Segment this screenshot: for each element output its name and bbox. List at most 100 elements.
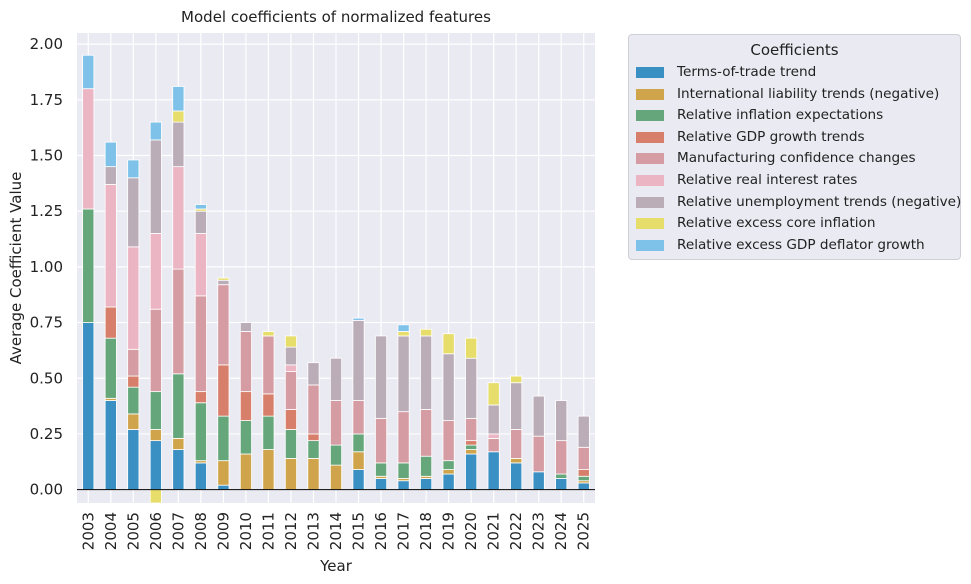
legend-item: Relative excess GDP deflator growth: [629, 236, 960, 258]
x-tick-label: 2012: [282, 512, 300, 550]
bar-segment: [510, 458, 523, 464]
bar-segment: [127, 429, 140, 491]
legend-swatch: [636, 196, 664, 208]
bar-segment: [510, 382, 523, 430]
bar-segment: [217, 484, 230, 491]
bar-segment: [149, 233, 162, 310]
bar-segment: [104, 306, 117, 339]
x-tick-label: 2003: [79, 512, 97, 550]
legend-title: Coefficients: [750, 41, 839, 59]
bar-segment: [127, 348, 140, 377]
bar-segment: [532, 435, 545, 473]
bar-segment: [194, 462, 207, 491]
bar-segment: [465, 444, 478, 450]
bar-segment: [420, 455, 433, 477]
y-tick-label: 1.00: [30, 258, 63, 276]
bar-segment: [104, 337, 117, 399]
bar-segment: [149, 429, 162, 442]
x-tick-label: 2005: [124, 512, 142, 550]
x-tick-label: 2020: [462, 512, 480, 550]
bar-segment: [420, 478, 433, 491]
bar-segment: [284, 429, 297, 459]
x-tick-label: 2018: [417, 512, 435, 550]
x-tick-label: 2015: [350, 512, 368, 550]
bar-segment: [262, 393, 275, 417]
legend: Coefficients Terms-of-trade trend Interna…: [628, 34, 961, 260]
bar-segment: [577, 415, 590, 448]
legend-label: Relative excess core inflation: [677, 215, 876, 232]
bar-segment: [149, 489, 162, 504]
bar-segment: [104, 400, 117, 491]
bar-segment: [465, 357, 478, 419]
bar-segment: [217, 279, 230, 286]
bar-segment: [510, 462, 523, 491]
bar-segment: [442, 469, 455, 475]
bar-segment: [487, 433, 500, 439]
legend-label: Relative GDP growth trends: [677, 128, 865, 145]
bar-segment: [82, 208, 95, 323]
bar-segment: [127, 177, 140, 248]
bar-segment: [352, 319, 365, 401]
x-tick-labels: 2003 2004 2005 2006 2007 2008 2009 2010 2011 2012…: [79, 512, 592, 550]
x-tick-label: 2011: [259, 512, 277, 550]
x-tick-label: 2022: [507, 512, 525, 550]
bar-segment: [284, 335, 297, 348]
x-tick-label: 2007: [169, 512, 187, 550]
bar-segment: [487, 382, 500, 406]
bar-segment: [487, 438, 500, 453]
bar-segment: [239, 322, 252, 332]
bar-segment: [284, 346, 297, 366]
bar-segment: [239, 420, 252, 455]
legend-swatch: [636, 153, 664, 165]
bar-segment: [82, 54, 95, 90]
y-tick-label: 0.00: [30, 481, 63, 499]
bar-segment: [262, 449, 275, 491]
bar-segment: [172, 121, 185, 168]
x-tick-label: 2010: [237, 512, 255, 550]
bar-segment: [239, 331, 252, 393]
bar-segment: [577, 469, 590, 477]
bar-segment: [194, 295, 207, 393]
legend-label: Relative inflation expectations: [677, 107, 884, 124]
bar-segment: [194, 391, 207, 404]
x-tick-label: 2017: [395, 512, 413, 550]
bar-segment: [262, 335, 275, 395]
legend-label: Relative excess GDP deflator growth: [677, 236, 925, 253]
legend-swatch: [636, 88, 664, 100]
y-tick-labels: 0.00 0.25 0.50 0.75 1.00 1.25 1.50 1.75 2.00: [30, 35, 63, 498]
bar-segment: [284, 458, 297, 491]
bar-segment: [149, 139, 162, 234]
bar-segment: [397, 462, 410, 479]
bar-segment: [149, 121, 162, 141]
bar-segment: [329, 464, 343, 491]
bar-segment: [194, 204, 207, 210]
bar-segment: [307, 433, 320, 442]
x-tick-label: 2023: [530, 512, 548, 550]
bar-segment: [329, 444, 343, 466]
bar-segment: [239, 391, 252, 421]
bar-segment: [375, 478, 388, 491]
y-tick-label: 2.00: [30, 35, 63, 53]
bar-segment: [397, 324, 410, 332]
x-tick-label: 2009: [214, 512, 232, 550]
y-tick-label: 0.75: [30, 314, 63, 332]
legend-items: Terms-of-trade trend International liabil…: [629, 63, 961, 258]
bar-segment: [329, 357, 343, 401]
bar-segment: [442, 333, 455, 355]
y-tick-label: 1.50: [30, 147, 63, 165]
bar-segment: [307, 440, 320, 459]
bar-segment: [375, 417, 388, 464]
x-tick-label: 2021: [485, 512, 503, 550]
bar-segment: [307, 362, 320, 386]
legend-swatch: [636, 131, 664, 143]
bar-segment: [577, 482, 590, 491]
x-tick-label: 2024: [552, 512, 570, 550]
x-tick-label: 2016: [372, 512, 390, 550]
bar-segment: [397, 335, 410, 413]
bar-segment: [149, 391, 162, 430]
legend-item: Relative inflation expectations: [629, 106, 960, 128]
bar-segment: [127, 375, 140, 388]
y-tick-label: 1.75: [30, 91, 63, 109]
bar-segment: [284, 409, 297, 430]
